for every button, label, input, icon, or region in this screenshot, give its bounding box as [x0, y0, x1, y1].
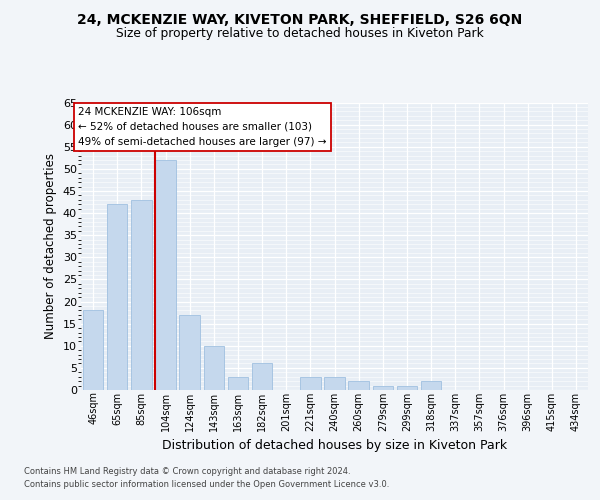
Y-axis label: Number of detached properties: Number of detached properties	[44, 153, 57, 340]
Bar	[227, 376, 248, 390]
Text: Size of property relative to detached houses in Kiveton Park: Size of property relative to detached ho…	[116, 28, 484, 40]
Bar	[131, 200, 152, 390]
Bar	[203, 346, 224, 390]
Text: 24 MCKENZIE WAY: 106sqm
← 52% of detached houses are smaller (103)
49% of semi-d: 24 MCKENZIE WAY: 106sqm ← 52% of detache…	[78, 107, 326, 146]
Bar	[421, 381, 442, 390]
Bar	[300, 376, 320, 390]
Bar	[179, 315, 200, 390]
Bar	[107, 204, 127, 390]
Text: Contains HM Land Registry data © Crown copyright and database right 2024.: Contains HM Land Registry data © Crown c…	[24, 467, 350, 476]
Bar	[252, 364, 272, 390]
X-axis label: Distribution of detached houses by size in Kiveton Park: Distribution of detached houses by size …	[162, 439, 507, 452]
Bar	[83, 310, 103, 390]
Text: 24, MCKENZIE WAY, KIVETON PARK, SHEFFIELD, S26 6QN: 24, MCKENZIE WAY, KIVETON PARK, SHEFFIEL…	[77, 12, 523, 26]
Text: Contains public sector information licensed under the Open Government Licence v3: Contains public sector information licen…	[24, 480, 389, 489]
Bar	[397, 386, 417, 390]
Bar	[155, 160, 176, 390]
Bar	[324, 376, 345, 390]
Bar	[373, 386, 393, 390]
Bar	[349, 381, 369, 390]
